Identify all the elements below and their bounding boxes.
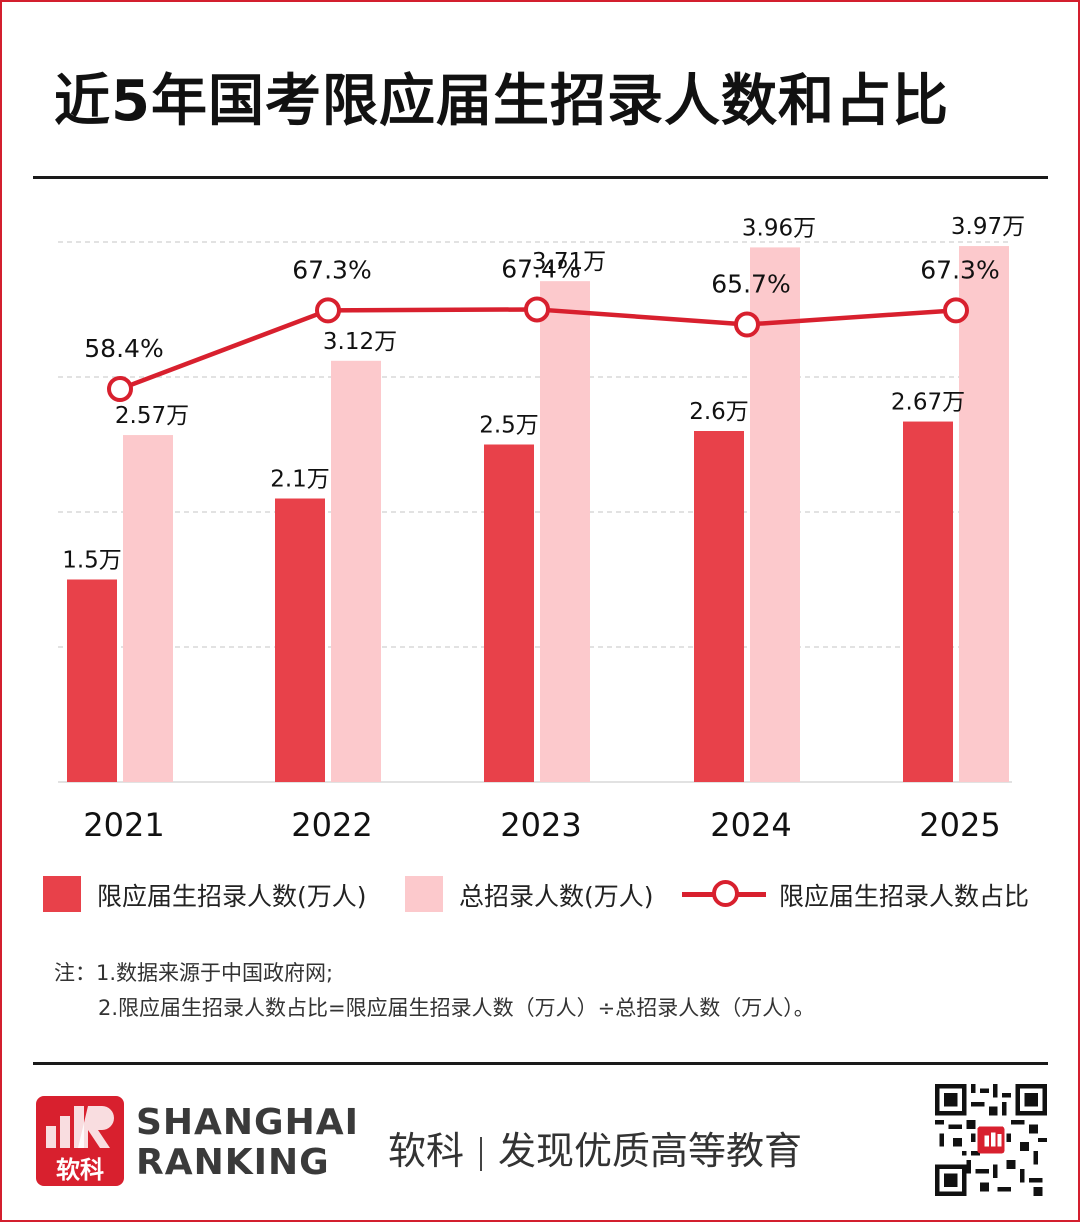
bar-secondary-2024 [750, 247, 800, 782]
x-tick-label-2022: 2022 [291, 806, 372, 844]
ratio-label-2025: 67.3% [920, 255, 999, 284]
ratio-label-2024: 65.7% [711, 269, 790, 298]
bar-secondary-2022 [331, 360, 381, 782]
x-tick-label-2023: 2023 [500, 806, 581, 844]
bar-label-secondary-2023: 3.71万 [532, 249, 606, 275]
bar-secondary-2021 [123, 435, 173, 782]
chart-area: 1.5万 2.57万 2021 2.1万 3.12万 2022 2.5万 3.71万 2023 2… [58, 214, 1025, 844]
ratio-point-2024 [734, 311, 760, 338]
bar-label-secondary-2024: 3.96万 [742, 215, 816, 241]
legend-line-marker-icon [712, 880, 739, 907]
slogan-separator [480, 1136, 483, 1171]
chart-legend: 限应届生招录人数(万人) 总招录人数(万人) 限应届生招录人数占比 [0, 872, 1080, 916]
slogan-brand: 软科 [388, 1129, 465, 1173]
bar-label-primary-2023: 2.5万 [479, 413, 539, 439]
bar-label-primary-2021: 1.5万 [62, 548, 122, 574]
bar-label-secondary-2021: 2.57万 [115, 403, 189, 429]
ratio-point-2021 [107, 376, 133, 402]
logo-wordmark: SHANGHAI RANKING [136, 1103, 359, 1183]
bar-primary-2023 [484, 444, 534, 782]
chart-title: 近5年国考限应届生招录人数和占比 [54, 69, 949, 134]
bar-primary-2021 [67, 579, 117, 782]
footer-divider [33, 1062, 1048, 1065]
bar-label-primary-2024: 2.6万 [689, 399, 749, 425]
bar-primary-2024 [694, 431, 744, 782]
bar-secondary-2023 [540, 281, 590, 782]
logo-mark-icon: 软科 [46, 1106, 114, 1184]
legend-swatch-primary [43, 876, 81, 912]
bar-secondary-2025 [959, 246, 1009, 783]
bar-label-primary-2022: 2.1万 [270, 467, 330, 493]
slogan-text: 发现优质高等教育 [498, 1129, 803, 1173]
x-tick-label-2021: 2021 [83, 806, 164, 844]
x-tick-label-2025: 2025 [919, 806, 1000, 844]
x-tick-label-2024: 2024 [710, 806, 791, 844]
logo-en-line1: SHANGHAI [136, 1102, 359, 1143]
qr-code-icon [935, 1084, 1047, 1196]
ratio-label-2022: 67.3% [292, 255, 371, 284]
logo-en-line2: RANKING [136, 1142, 330, 1183]
note-line-1: 注：1.数据来源于中国政府网; [54, 961, 334, 985]
ratio-point-2023 [524, 296, 550, 323]
ratio-point-2025 [943, 297, 969, 324]
logo-cn-text: 软科 [56, 1156, 104, 1184]
legend-swatch-secondary [405, 876, 443, 912]
ratio-point-2022 [315, 297, 341, 324]
bar-label-primary-2025: 2.67万 [891, 390, 965, 416]
chart-notes: 注：1.数据来源于中国政府网; 2.限应届生招录人数占比=限应届生招录人数（万人… [54, 956, 815, 1026]
legend-label-secondary: 总招录人数(万人) [459, 882, 654, 911]
title-divider [33, 176, 1048, 179]
ratio-label-2023: 67.4% [501, 254, 580, 283]
bar-label-secondary-2022: 3.12万 [323, 329, 397, 355]
note-line-2: 2.限应届生招录人数占比=限应届生招录人数（万人）÷总招录人数（万人）。 [98, 996, 815, 1020]
legend-label-line: 限应届生招录人数占比 [779, 882, 1030, 911]
footer-slogan: 软科 发现优质高等教育 [388, 1120, 802, 1175]
bar-label-secondary-2025: 3.97万 [951, 214, 1025, 240]
ratio-label-2021: 58.4% [84, 334, 163, 363]
legend-label-primary: 限应届生招录人数(万人) [97, 882, 367, 911]
bar-primary-2025 [903, 421, 953, 782]
shanghai-ranking-logo: 软科 [36, 1096, 124, 1186]
bar-primary-2022 [275, 498, 325, 782]
